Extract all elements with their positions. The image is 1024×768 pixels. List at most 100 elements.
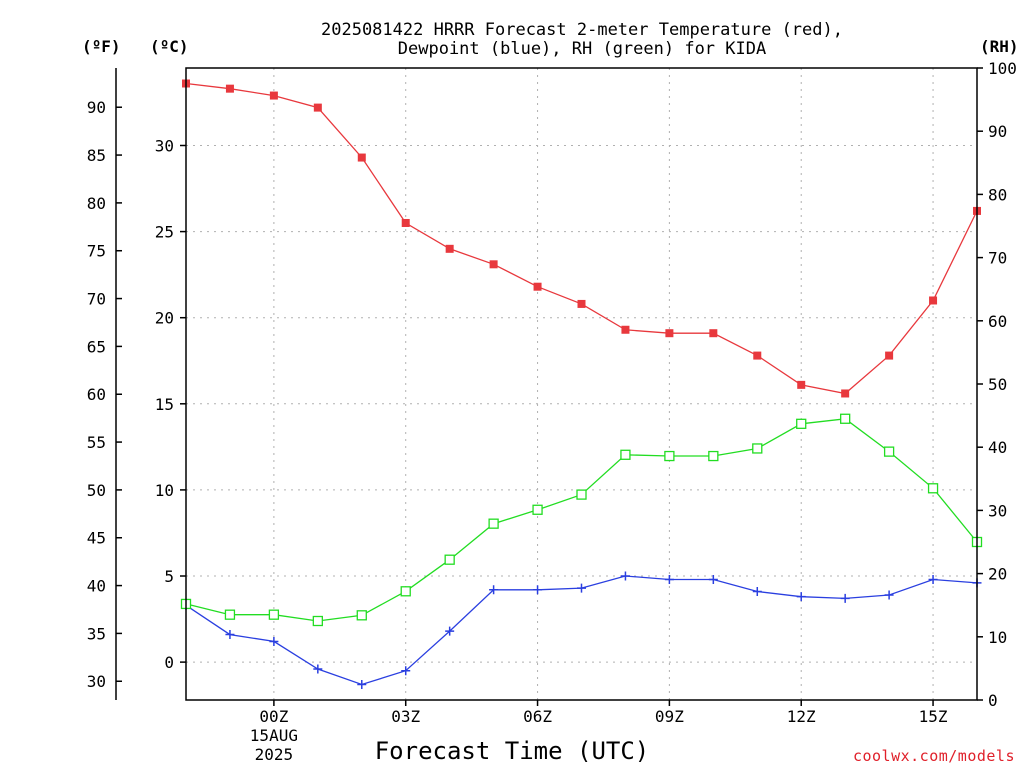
rh-point [444,554,455,565]
x-tick-label: 15Z [919,707,948,726]
x-tick-label: 03Z [391,707,420,726]
rh-point [752,443,763,454]
rh-tick-label: 80 [988,185,1007,204]
celsius-unit-label: (ºC) [150,37,189,56]
celsius-tick-label: 25 [155,223,174,242]
x-tick-label: 12Z [787,707,816,726]
rh-tick-label: 20 [988,565,1007,584]
chart-title-line1: 2025081422 HRRR Forecast 2-meter Tempera… [321,20,843,40]
fahrenheit-tick-label: 55 [87,433,106,452]
rh-point [400,586,411,597]
chart-title-line2: Dewpoint (blue), RH (green) for KIDA [398,39,766,59]
rh-point [356,610,367,621]
temperature-point [709,329,718,338]
temperature-point [533,282,542,291]
temperature-point [621,325,630,334]
x-tick-label: 09Z [655,707,684,726]
dewpoint-point [533,585,543,595]
rh-point [488,518,499,529]
dewpoint-series [181,571,982,690]
fahrenheit-tick-label: 30 [87,672,106,691]
celsius-tick-label: 5 [164,567,174,586]
temperature-point [665,329,674,338]
rh-tick-label: 70 [988,249,1007,268]
grid [186,68,977,700]
x-tick-label: 06Z [523,707,552,726]
dewpoint-point [840,593,850,603]
celsius-tick-label: 0 [164,653,174,672]
rh-tick-label: 30 [988,501,1007,520]
dewpoint-point [577,583,586,593]
series-layer [180,79,983,690]
rh-tick-label: 60 [988,312,1007,331]
temperature-point [577,299,586,308]
dewpoint-point [269,636,279,646]
dewpoint-point [313,664,323,674]
axes: 3035404550556065707580859005101520253001… [87,59,1017,764]
rh-point [312,615,323,627]
temperature-point [225,84,234,93]
rh-tick-label: 10 [988,628,1007,647]
rh-point [224,609,236,620]
dewpoint-point [620,571,630,581]
x-tick-year-label: 2025 [255,745,294,764]
celsius-tick-label: 10 [155,481,174,500]
rh-tick-label: 100 [988,59,1017,78]
dewpoint-point [489,585,499,595]
fahrenheit-tick-label: 70 [87,290,106,309]
x-tick-date-label: 15AUG [250,726,298,745]
dewpoint-point [357,680,367,690]
fahrenheit-tick-label: 75 [87,242,106,261]
rh-point [620,449,631,460]
temperature-point [885,351,894,360]
dewpoint-point [708,574,718,584]
x-tick-label: 00Z [259,707,288,726]
temperature-point [445,244,454,253]
fahrenheit-tick-label: 65 [87,337,106,356]
temperature-point [929,296,938,305]
dewpoint-point [445,626,455,636]
temperature-point [489,260,498,269]
celsius-tick-label: 15 [155,395,174,414]
rh-series [180,413,983,627]
rh-unit-label: (RH) [980,37,1019,56]
dewpoint-point [225,630,235,640]
rh-tick-label: 0 [988,691,998,710]
dewpoint-point [928,574,938,584]
rh-point [532,504,543,515]
fahrenheit-tick-label: 85 [87,146,106,165]
temperature-point [269,91,278,100]
rh-point [927,483,939,494]
fahrenheit-unit-label: (ºF) [82,37,121,56]
fahrenheit-tick-label: 90 [87,98,106,117]
rh-tick-label: 90 [988,122,1007,141]
dewpoint-point [884,590,894,600]
rh-tick-label: 40 [988,438,1007,457]
plot-frame [185,67,978,701]
temperature-line [185,82,978,395]
temperature-series [182,79,981,398]
dewpoint-point [752,587,762,597]
rh-point [576,489,587,500]
rh-point [664,450,675,462]
fahrenheit-tick-label: 45 [87,529,106,548]
rh-point [708,450,719,462]
dewpoint-point [796,592,806,602]
credit-text: coolwx.com/models [853,747,1015,765]
celsius-tick-label: 20 [155,309,174,328]
fahrenheit-tick-label: 40 [87,577,106,596]
temperature-point [841,389,850,398]
temperature-point [753,351,762,360]
rh-point [883,446,895,457]
celsius-tick-label: 30 [155,136,174,155]
dewpoint-point [664,574,674,584]
fahrenheit-tick-label: 60 [87,385,106,404]
dewpoint-point [401,666,411,676]
rh-tick-label: 50 [988,375,1007,394]
temperature-point [313,103,322,112]
rh-point [840,413,851,424]
rh-point [268,609,280,620]
x-axis-label: Forecast Time (UTC) [375,737,650,765]
rh-point [796,418,807,429]
